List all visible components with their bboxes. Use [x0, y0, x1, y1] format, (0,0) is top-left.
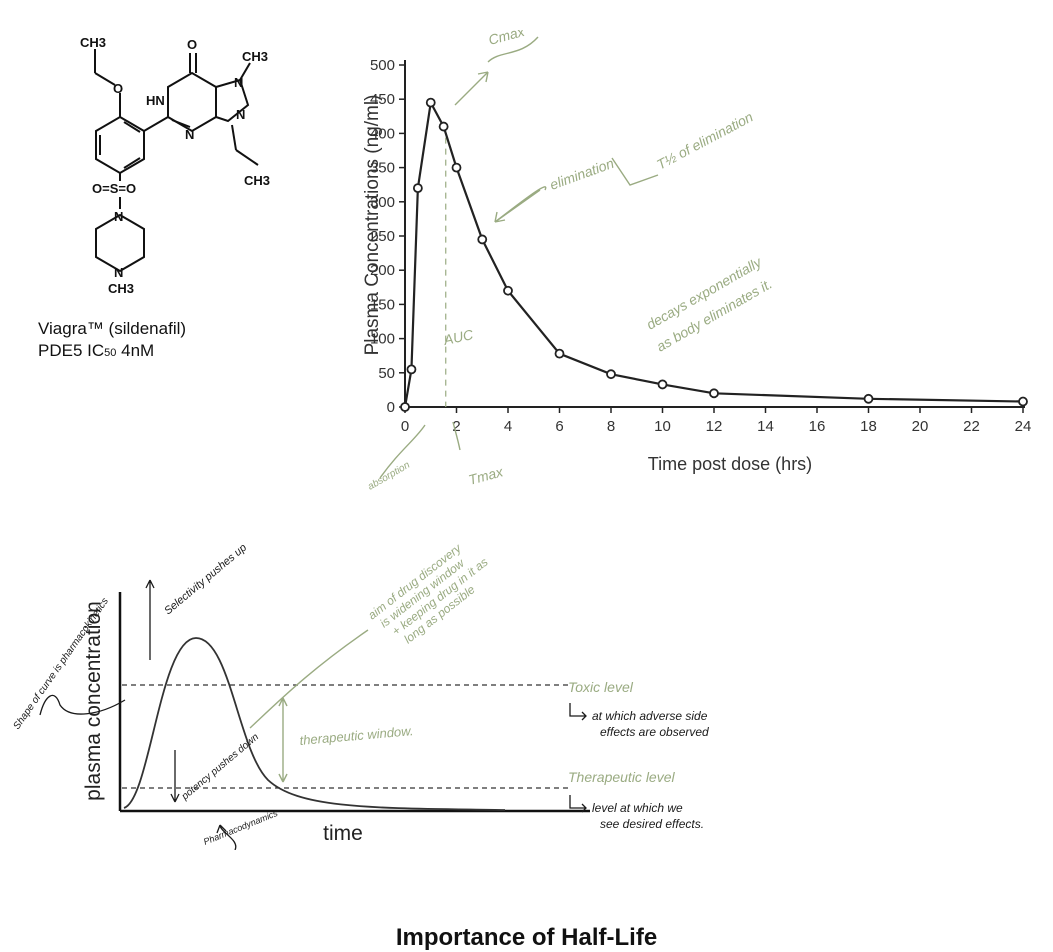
pk-ytick-label: 50	[378, 365, 395, 382]
pk-xtick-label: 22	[963, 418, 980, 435]
pk-data-point	[406, 364, 417, 375]
cmax-arrow	[487, 36, 539, 63]
toxic-level-note-1: at which adverse side	[592, 709, 708, 723]
therapeutic-bullet-arrow	[569, 795, 587, 813]
pharmacodynamics-arrow	[216, 824, 237, 850]
section-title: Importance of Half-Life	[395, 924, 658, 951]
pk-data-point	[503, 285, 513, 296]
atom-n-pip: N	[114, 209, 123, 224]
pk-data-point	[451, 162, 462, 173]
tmax-note: Tmax	[467, 463, 506, 488]
half-life-arrow	[611, 157, 659, 186]
pk-ytick-label: 200	[370, 262, 395, 279]
tw-xlabel: time	[323, 822, 363, 845]
pk-series-line	[403, 99, 1024, 408]
pk-ytick-label: 0	[387, 399, 395, 416]
tmax-line	[452, 421, 461, 451]
pk-data-point	[863, 393, 874, 404]
toxic-level-label: Toxic level	[568, 679, 634, 695]
pk-xtick-label: 8	[607, 418, 615, 435]
absorption-line	[379, 424, 426, 479]
therapeutic-level-note-1: level at which we	[592, 801, 683, 815]
pk-xtick-label: 0	[401, 418, 409, 435]
pk-data-point	[709, 388, 719, 399]
atom-n: N	[236, 107, 245, 122]
atom-o: O	[113, 81, 123, 96]
atom-o-carbonyl: O	[187, 37, 197, 52]
atom-n-pip: N	[114, 265, 123, 280]
pk-data-point	[438, 121, 449, 132]
pharmacodynamics-note: Pharmacodynamics	[202, 808, 279, 847]
pk-xtick-label: 10	[654, 418, 671, 435]
pk-data-point	[477, 234, 488, 245]
pk-ytick-label: 500	[370, 57, 395, 74]
pk-xtick-label: 2	[452, 418, 460, 435]
elim-arrowhead	[494, 189, 541, 223]
pk-xlabel: Time post dose (hrs)	[648, 454, 812, 474]
pk-data-point	[657, 379, 668, 390]
elimination-note: elimination	[548, 155, 617, 193]
tw-ylabel: plasma concentration	[82, 601, 105, 801]
atom-n: N	[185, 127, 194, 142]
pk-xtick-label: 18	[860, 418, 877, 435]
atom-hn: HN	[146, 93, 165, 108]
pk-xtick-label: 20	[912, 418, 929, 435]
half-life-note: T½ of elimination	[654, 108, 756, 172]
potency-arrow	[170, 750, 180, 803]
pk-data-point	[400, 402, 410, 412]
pk-ytick-label: 100	[370, 331, 395, 348]
absorption-note: absorption	[366, 460, 412, 493]
toxic-bullet-arrow	[569, 703, 587, 721]
sildenafil-structure: CH3 O O HN N N N CH3 CH3 O=S=O N N CH3	[80, 35, 270, 295]
concentration-curve	[123, 637, 506, 811]
toxic-level-note-2: effects are observed	[600, 725, 709, 739]
therapeutic-window-note: therapeutic window.	[299, 723, 414, 748]
pk-data-point	[554, 348, 565, 359]
pk-ytick-label: 450	[370, 91, 395, 108]
atom-sulfonyl: O=S=O	[92, 181, 136, 196]
molecule-ic50: PDE5 IC50 4nM	[38, 341, 155, 360]
pk-xtick-label: 6	[555, 418, 563, 435]
auc-note: AUC	[441, 326, 475, 348]
cmax-note: Cmax	[487, 30, 527, 48]
atom-n-methyl: N	[234, 75, 243, 90]
pk-ytick-label: 300	[370, 194, 395, 211]
pk-ytick-label: 400	[370, 125, 395, 142]
molecule-caption: Viagra™ (sildenafil) PDE5 IC50 4nM	[38, 318, 186, 364]
window-arrow	[278, 697, 288, 783]
atom-ch3-propyl: CH3	[244, 173, 270, 188]
pk-data-point	[1018, 396, 1028, 407]
pk-data-point	[412, 183, 423, 194]
pk-xtick-label: 12	[706, 418, 723, 435]
pk-ylabel: Plasma Concentrations (ng/ml)	[362, 95, 383, 356]
pk-xtick-label: 4	[504, 418, 512, 435]
pk-xtick-label: 16	[809, 418, 826, 435]
cmax-arrowhead	[454, 71, 489, 106]
atom-ch3-methyl: CH3	[242, 49, 268, 64]
atom-ch3-pip: CH3	[108, 281, 134, 295]
pk-data-point	[425, 97, 436, 108]
shape-line	[39, 694, 126, 716]
molecule-name: Viagra™ (sildenafil)	[38, 319, 187, 338]
therapeutic-level-note-2: see desired effects.	[600, 817, 704, 831]
pk-ytick-label: 250	[370, 228, 395, 245]
aim-line	[249, 629, 369, 729]
atom-ch3: CH3	[80, 35, 106, 50]
pk-xtick-label: 14	[757, 418, 774, 435]
pk-ytick-label: 150	[370, 296, 395, 313]
potency-note: potency pushes down	[179, 731, 261, 803]
pk-xtick-label: 24	[1015, 418, 1032, 435]
selectivity-note: Selectivity pushes up	[162, 542, 249, 618]
pk-data-point	[606, 369, 616, 380]
therapeutic-level-label: Therapeutic level	[568, 769, 676, 785]
therapeutic-window-chart: plasma concentration time therapeutic wi…	[11, 541, 709, 850]
selectivity-arrow	[145, 579, 155, 660]
pk-ytick-label: 350	[370, 160, 395, 177]
